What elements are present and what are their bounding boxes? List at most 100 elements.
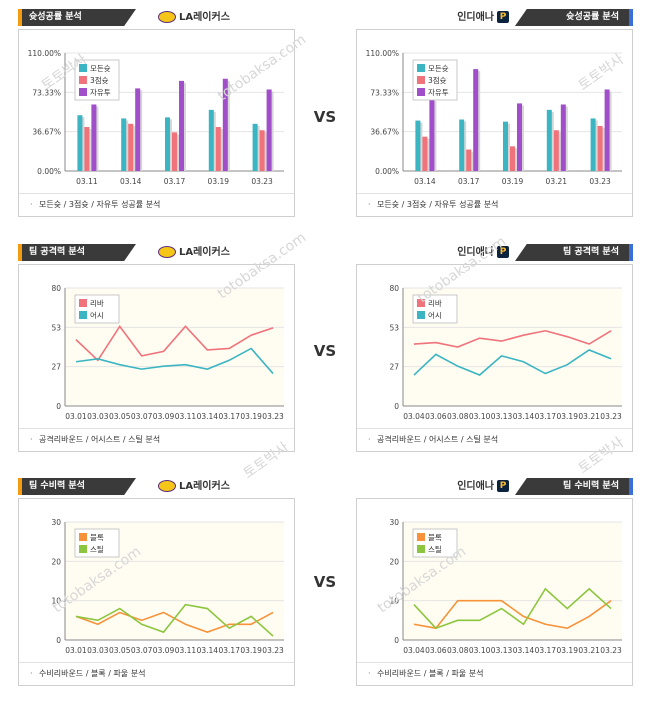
legend-swatch xyxy=(79,533,87,541)
x-tick-label: 03.21 xyxy=(578,646,600,655)
y-tick-label: 110.00% xyxy=(366,49,399,58)
team-name: 인디애나 P xyxy=(457,11,509,25)
x-tick-label: 03.19 xyxy=(240,646,262,655)
legend-swatch xyxy=(79,311,87,319)
chart-footer: 수비리바운드 / 블록 / 파울 분석 xyxy=(357,662,632,685)
y-tick-label: 10 xyxy=(51,597,61,606)
x-tick-label: 03.14 xyxy=(120,177,142,186)
legend-swatch xyxy=(79,545,87,553)
team-name: LA레이커스 xyxy=(158,480,230,494)
team-name: 인디애나 P xyxy=(457,480,509,494)
y-tick-label: 53 xyxy=(51,323,61,332)
x-tick-label: 03.23 xyxy=(600,646,622,655)
x-tick-label: 03.14 xyxy=(197,646,219,655)
x-tick-label: 03.21 xyxy=(578,412,600,421)
legend-swatch xyxy=(417,299,425,307)
pacers-logo-icon: P xyxy=(497,246,509,258)
x-tick-label: 03.23 xyxy=(262,646,284,655)
x-tick-label: 03.19 xyxy=(557,646,579,655)
x-tick-label: 03.01 xyxy=(65,646,87,655)
bar xyxy=(172,132,177,171)
x-tick-label: 03.04 xyxy=(403,646,425,655)
pacers-logo-icon: P xyxy=(497,11,509,23)
team-name: 인디애나 P xyxy=(457,246,509,260)
bar xyxy=(128,123,134,171)
x-tick-label: 03.10 xyxy=(469,646,491,655)
y-tick-label: 73.33% xyxy=(32,88,61,97)
y-tick-label: 30 xyxy=(51,518,61,527)
bar xyxy=(252,123,258,171)
y-tick-label: 0 xyxy=(56,636,61,645)
x-tick-label: 03.19 xyxy=(208,177,230,186)
legend-label: 리바 xyxy=(428,298,442,308)
chart-footer: 수비리바운드 / 블록 / 파울 분석 xyxy=(19,662,294,685)
x-tick-label: 03.01 xyxy=(65,412,87,421)
chart-box: 30 20 10 0 03.01 03.03 03.05 03.07 03.09 03.11 03.… xyxy=(18,498,295,686)
legend-swatch xyxy=(417,76,425,84)
x-tick-label: 03.14 xyxy=(197,412,219,421)
legend-label: 모든슛 xyxy=(428,64,449,73)
legend-label: 모든슛 xyxy=(90,64,111,73)
bar xyxy=(517,103,522,171)
series-line xyxy=(75,347,274,375)
y-tick-label: 27 xyxy=(389,363,399,372)
chart-footer: 모든슛 / 3점슛 / 자유투 성공률 분석 xyxy=(357,193,632,216)
legend-label: 블록 xyxy=(428,533,442,542)
bar xyxy=(560,104,566,171)
panel-header: 팀 공격력 분석 LA레이커스 xyxy=(18,244,295,261)
x-tick-label: 03.19 xyxy=(240,412,262,421)
panel-title: 팀 수비력 분석 xyxy=(18,478,136,495)
chart-footer: 공격리바운드 / 어시스트 / 스틸 분석 xyxy=(19,428,294,451)
legend-swatch xyxy=(417,545,425,553)
x-tick-label: 03.06 xyxy=(425,646,447,655)
y-tick-label: 53 xyxy=(389,323,399,332)
y-tick-label: 0 xyxy=(394,402,399,411)
x-tick-label: 03.05 xyxy=(109,646,131,655)
panel-title: 팀 수비력 분석 xyxy=(515,478,633,495)
chart-box: 110.00% 73.33% 36.67% 0.00% 03.11 03.14 03.17 0… xyxy=(18,29,295,217)
x-tick-label: 03.21 xyxy=(546,177,568,186)
series-line xyxy=(413,329,612,348)
x-tick-label: 03.14 xyxy=(513,412,535,421)
x-tick-label: 03.23 xyxy=(251,177,273,186)
x-tick-label: 03.11 xyxy=(175,412,197,421)
x-tick-label: 03.07 xyxy=(131,646,153,655)
legend-label: 어시 xyxy=(90,310,104,320)
legend-label: 블록 xyxy=(90,533,104,542)
panel-header: 팀 수비력 분석 LA레이커스 xyxy=(18,478,295,495)
panel-title: 팀 공격력 분석 xyxy=(18,244,136,261)
series-line xyxy=(413,349,612,376)
y-tick-label: 30 xyxy=(389,518,399,527)
legend-swatch xyxy=(79,299,87,307)
panel-title: 팀 공격력 분석 xyxy=(515,244,633,261)
bar xyxy=(179,80,184,171)
x-tick-label: 03.07 xyxy=(131,412,153,421)
y-tick-label: 0.00% xyxy=(375,167,399,176)
bar xyxy=(215,127,221,171)
bar xyxy=(422,136,428,171)
bar xyxy=(135,88,141,171)
y-tick-label: 36.67% xyxy=(32,128,61,137)
legend-label: 3점슛 xyxy=(428,75,447,85)
x-tick-label: 03.23 xyxy=(262,412,284,421)
bar xyxy=(84,127,90,171)
bar xyxy=(208,109,214,171)
x-tick-label: 03.19 xyxy=(557,412,579,421)
x-tick-label: 03.08 xyxy=(447,412,469,421)
panel-title: 슛성공률 분석 xyxy=(515,9,633,26)
legend-swatch xyxy=(79,76,87,84)
pacers-logo-icon: P xyxy=(497,480,509,492)
vs-label: VS xyxy=(313,573,337,591)
team-name: LA레이커스 xyxy=(158,11,230,25)
x-tick-label: 03.23 xyxy=(589,177,611,186)
y-tick-label: 80 xyxy=(389,284,399,293)
bar xyxy=(546,109,552,171)
x-tick-label: 03.23 xyxy=(600,412,622,421)
legend-swatch xyxy=(79,88,87,96)
legend-label: 3점슛 xyxy=(90,75,109,85)
lakers-logo-icon xyxy=(158,11,176,23)
bar xyxy=(553,130,559,171)
legend-label: 스틸 xyxy=(90,545,104,554)
